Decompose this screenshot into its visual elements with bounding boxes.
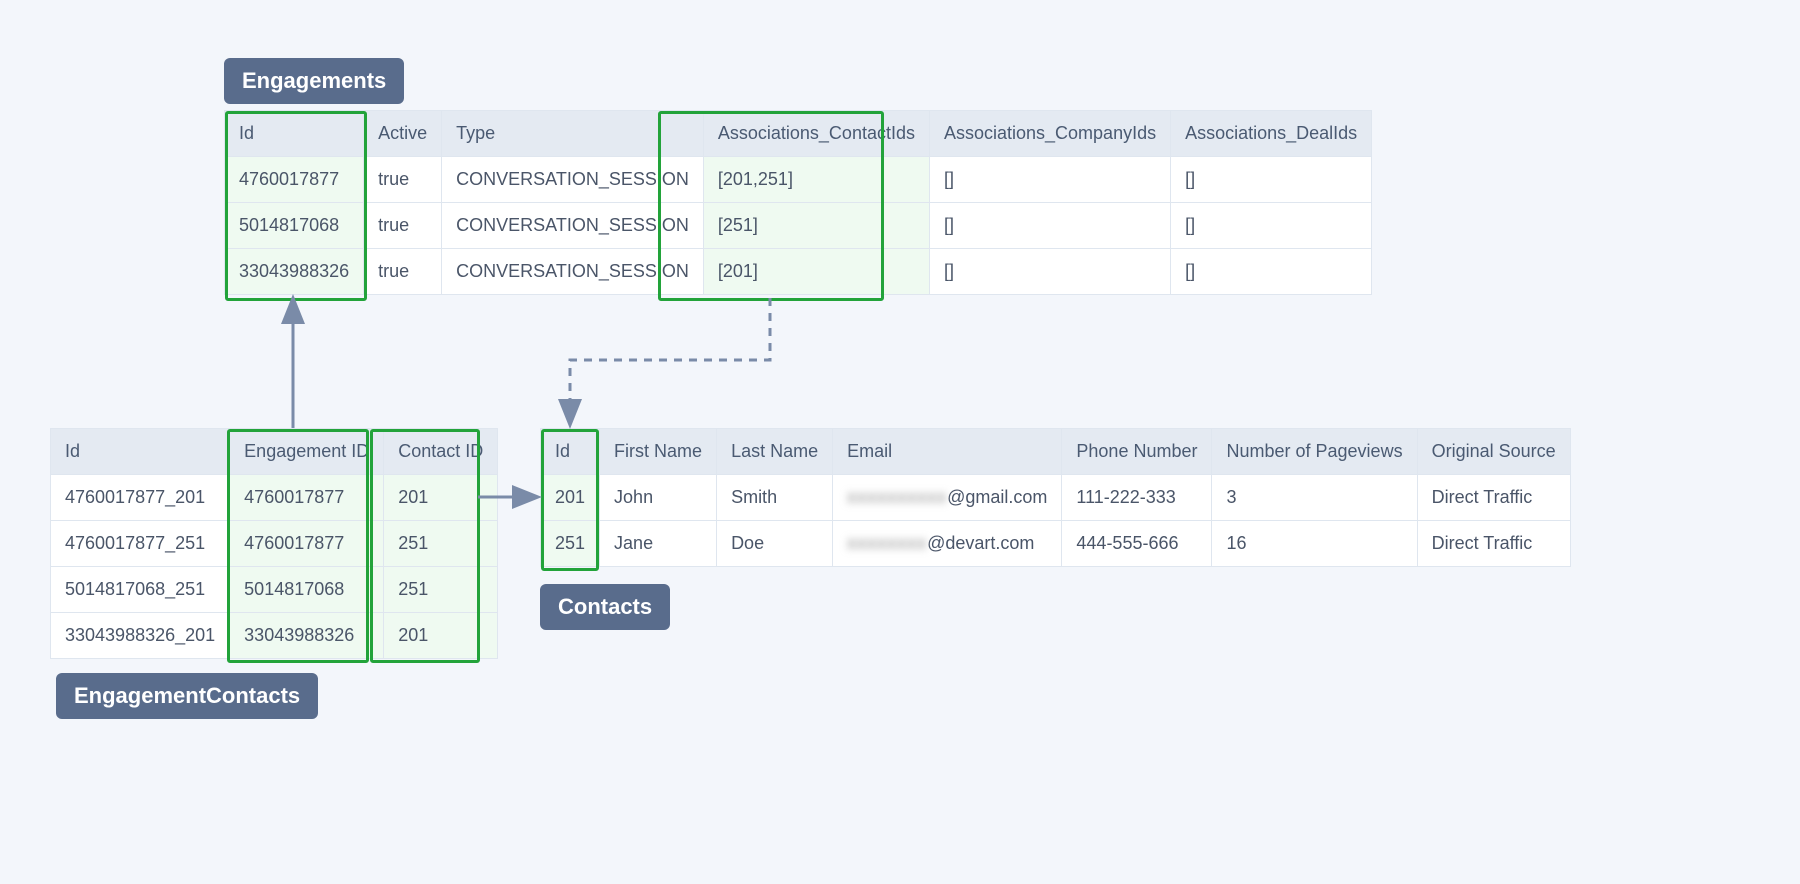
column-header: Original Source bbox=[1417, 429, 1570, 475]
engagement-contacts-table: IdEngagement IDContact ID4760017877_2014… bbox=[50, 428, 498, 659]
table-cell: true bbox=[364, 157, 442, 203]
table-cell: Doe bbox=[717, 521, 833, 567]
table-cell: 4760017877_201 bbox=[51, 475, 230, 521]
table-cell: [] bbox=[1171, 157, 1372, 203]
table-cell: xxxxxxxx@devart.com bbox=[833, 521, 1062, 567]
table-cell: Direct Traffic bbox=[1417, 475, 1570, 521]
table-cell: [] bbox=[1171, 249, 1372, 295]
table-cell: 16 bbox=[1212, 521, 1417, 567]
table-row: 201JohnSmithxxxxxxxxxx@gmail.com111-222-… bbox=[541, 475, 1571, 521]
table-cell: [] bbox=[929, 157, 1170, 203]
table-cell: Jane bbox=[600, 521, 717, 567]
engagement-contacts-label: EngagementContacts bbox=[56, 673, 318, 719]
table-cell: Smith bbox=[717, 475, 833, 521]
table-cell: CONVERSATION_SESSION bbox=[442, 249, 704, 295]
table-cell: 251 bbox=[384, 521, 498, 567]
table-cell: [251] bbox=[703, 203, 929, 249]
table-cell: true bbox=[364, 203, 442, 249]
table-cell: [201,251] bbox=[703, 157, 929, 203]
table-cell: 251 bbox=[541, 521, 600, 567]
column-header: Id bbox=[51, 429, 230, 475]
column-header: Active bbox=[364, 111, 442, 157]
table-cell: 5014817068 bbox=[225, 203, 364, 249]
column-header: Email bbox=[833, 429, 1062, 475]
table-cell: 4760017877 bbox=[225, 157, 364, 203]
table-cell: 5014817068_251 bbox=[51, 567, 230, 613]
engagements-table: IdActiveTypeAssociations_ContactIdsAssoc… bbox=[224, 110, 1372, 295]
table-cell: 3 bbox=[1212, 475, 1417, 521]
table-row: 251JaneDoexxxxxxxx@devart.com444-555-666… bbox=[541, 521, 1571, 567]
table-cell: CONVERSATION_SESSION bbox=[442, 203, 704, 249]
table-cell: true bbox=[364, 249, 442, 295]
table-cell: 444-555-666 bbox=[1062, 521, 1212, 567]
table-cell: 33043988326 bbox=[225, 249, 364, 295]
table-cell: 201 bbox=[384, 475, 498, 521]
table-cell: [201] bbox=[703, 249, 929, 295]
table-cell: 33043988326 bbox=[230, 613, 384, 659]
table-cell: 5014817068 bbox=[230, 567, 384, 613]
table-row: 33043988326_20133043988326201 bbox=[51, 613, 498, 659]
table-row: 5014817068_2515014817068251 bbox=[51, 567, 498, 613]
column-header: Associations_ContactIds bbox=[703, 111, 929, 157]
column-header: Phone Number bbox=[1062, 429, 1212, 475]
column-header: Associations_CompanyIds bbox=[929, 111, 1170, 157]
table-cell: 201 bbox=[384, 613, 498, 659]
column-header: Last Name bbox=[717, 429, 833, 475]
column-header: Id bbox=[541, 429, 600, 475]
column-header: First Name bbox=[600, 429, 717, 475]
column-header: Id bbox=[225, 111, 364, 157]
table-cell: 251 bbox=[384, 567, 498, 613]
table-cell: [] bbox=[1171, 203, 1372, 249]
table-cell: John bbox=[600, 475, 717, 521]
table-cell: Direct Traffic bbox=[1417, 521, 1570, 567]
column-header: Contact ID bbox=[384, 429, 498, 475]
table-cell: 33043988326_201 bbox=[51, 613, 230, 659]
table-row: 5014817068trueCONVERSATION_SESSION[251][… bbox=[225, 203, 1372, 249]
table-cell: CONVERSATION_SESSION bbox=[442, 157, 704, 203]
table-cell: [] bbox=[929, 203, 1170, 249]
table-cell: 111-222-333 bbox=[1062, 475, 1212, 521]
table-row: 4760017877_2014760017877201 bbox=[51, 475, 498, 521]
table-cell: 4760017877 bbox=[230, 521, 384, 567]
column-header: Number of Pageviews bbox=[1212, 429, 1417, 475]
contacts-label: Contacts bbox=[540, 584, 670, 630]
table-cell: [] bbox=[929, 249, 1170, 295]
column-header: Engagement ID bbox=[230, 429, 384, 475]
column-header: Type bbox=[442, 111, 704, 157]
table-row: 33043988326trueCONVERSATION_SESSION[201]… bbox=[225, 249, 1372, 295]
engagements-label: Engagements bbox=[224, 58, 404, 104]
contacts-table: IdFirst NameLast NameEmailPhone NumberNu… bbox=[540, 428, 1571, 567]
table-cell: 201 bbox=[541, 475, 600, 521]
table-row: 4760017877_2514760017877251 bbox=[51, 521, 498, 567]
table-cell: xxxxxxxxxx@gmail.com bbox=[833, 475, 1062, 521]
table-cell: 4760017877_251 bbox=[51, 521, 230, 567]
table-cell: 4760017877 bbox=[230, 475, 384, 521]
column-header: Associations_DealIds bbox=[1171, 111, 1372, 157]
table-row: 4760017877trueCONVERSATION_SESSION[201,2… bbox=[225, 157, 1372, 203]
